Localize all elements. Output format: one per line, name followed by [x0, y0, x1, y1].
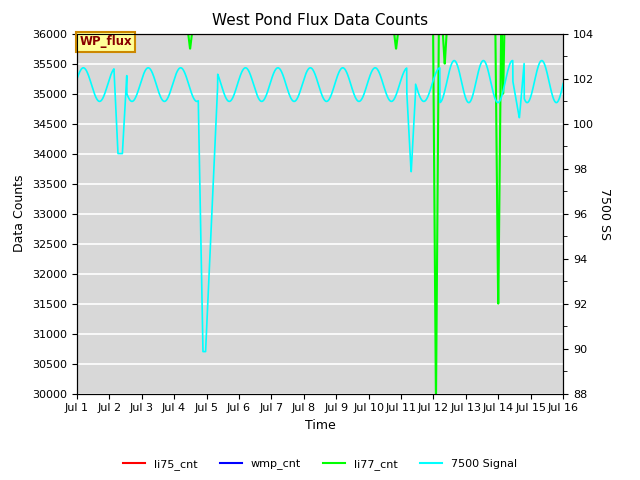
Y-axis label: 7500 SS: 7500 SS: [598, 188, 611, 240]
Legend: li75_cnt, wmp_cnt, li77_cnt, 7500 Signal: li75_cnt, wmp_cnt, li77_cnt, 7500 Signal: [118, 455, 522, 474]
Title: West Pond Flux Data Counts: West Pond Flux Data Counts: [212, 13, 428, 28]
Text: WP_flux: WP_flux: [79, 36, 132, 48]
Y-axis label: Data Counts: Data Counts: [13, 175, 26, 252]
X-axis label: Time: Time: [305, 419, 335, 432]
